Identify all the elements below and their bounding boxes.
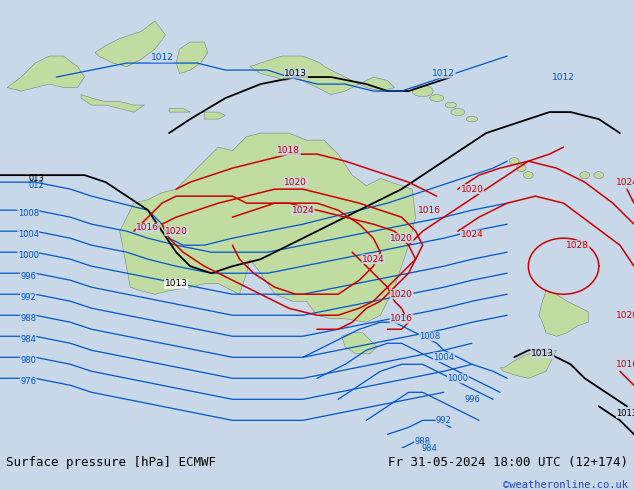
Text: 1024: 1024 xyxy=(362,255,385,264)
Text: 1020: 1020 xyxy=(285,178,307,187)
Polygon shape xyxy=(500,350,557,378)
Text: 1004: 1004 xyxy=(18,230,39,239)
Text: 1018: 1018 xyxy=(277,146,301,155)
Text: 988: 988 xyxy=(415,437,430,446)
Text: 1000: 1000 xyxy=(18,251,39,260)
Text: Surface pressure [hPa] ECMWF: Surface pressure [hPa] ECMWF xyxy=(6,456,216,469)
Text: 1020: 1020 xyxy=(165,227,188,236)
Polygon shape xyxy=(95,21,165,67)
Polygon shape xyxy=(516,165,526,172)
Text: 1012: 1012 xyxy=(151,53,174,62)
Polygon shape xyxy=(81,95,145,112)
Text: 976: 976 xyxy=(20,377,36,386)
Polygon shape xyxy=(169,109,190,112)
Text: ©weatheronline.co.uk: ©weatheronline.co.uk xyxy=(503,480,628,490)
Text: 1016: 1016 xyxy=(136,223,159,232)
Text: 1024: 1024 xyxy=(461,230,483,239)
Text: 1000: 1000 xyxy=(448,374,469,383)
Polygon shape xyxy=(445,102,456,108)
Text: 1024: 1024 xyxy=(292,206,314,215)
Polygon shape xyxy=(120,133,416,322)
Polygon shape xyxy=(539,291,588,336)
Text: 1020: 1020 xyxy=(390,234,413,243)
Text: 1013: 1013 xyxy=(616,409,634,418)
Polygon shape xyxy=(412,85,433,97)
Polygon shape xyxy=(594,172,604,178)
Polygon shape xyxy=(579,172,590,178)
Text: 1016: 1016 xyxy=(390,314,413,323)
Text: 1020: 1020 xyxy=(390,290,413,299)
Text: 1020: 1020 xyxy=(616,311,634,320)
Polygon shape xyxy=(342,333,377,354)
Text: 1020: 1020 xyxy=(460,185,483,194)
Polygon shape xyxy=(250,56,394,95)
Polygon shape xyxy=(7,56,84,91)
Polygon shape xyxy=(467,116,477,122)
Polygon shape xyxy=(204,112,226,119)
Text: 012: 012 xyxy=(28,181,44,190)
Text: 1013: 1013 xyxy=(531,349,554,358)
Text: 980: 980 xyxy=(20,356,36,365)
Text: 1013: 1013 xyxy=(616,409,634,418)
Text: 1012: 1012 xyxy=(552,73,575,81)
Polygon shape xyxy=(430,95,444,101)
Text: 013: 013 xyxy=(28,174,44,183)
Text: 1013: 1013 xyxy=(165,279,188,288)
Text: 992: 992 xyxy=(20,293,36,302)
Text: 1024: 1024 xyxy=(616,178,634,187)
Polygon shape xyxy=(176,42,208,74)
Text: 1028: 1028 xyxy=(566,241,589,250)
Text: 988: 988 xyxy=(20,314,36,323)
Text: Fr 31-05-2024 18:00 UTC (12+174): Fr 31-05-2024 18:00 UTC (12+174) xyxy=(387,456,628,469)
Text: 1012: 1012 xyxy=(432,69,455,78)
Text: 984: 984 xyxy=(422,444,437,453)
Polygon shape xyxy=(509,158,519,165)
Text: 992: 992 xyxy=(436,416,451,425)
Text: 984: 984 xyxy=(20,335,36,344)
Text: 996: 996 xyxy=(464,395,480,404)
Text: 1008: 1008 xyxy=(419,332,440,341)
Text: 1016: 1016 xyxy=(418,206,441,215)
Polygon shape xyxy=(451,109,465,116)
Text: 996: 996 xyxy=(20,272,36,281)
Text: 1016: 1016 xyxy=(616,360,634,369)
Text: 1004: 1004 xyxy=(433,353,455,362)
Text: 1008: 1008 xyxy=(18,209,39,218)
Polygon shape xyxy=(524,172,533,178)
Text: 1013: 1013 xyxy=(285,69,307,78)
